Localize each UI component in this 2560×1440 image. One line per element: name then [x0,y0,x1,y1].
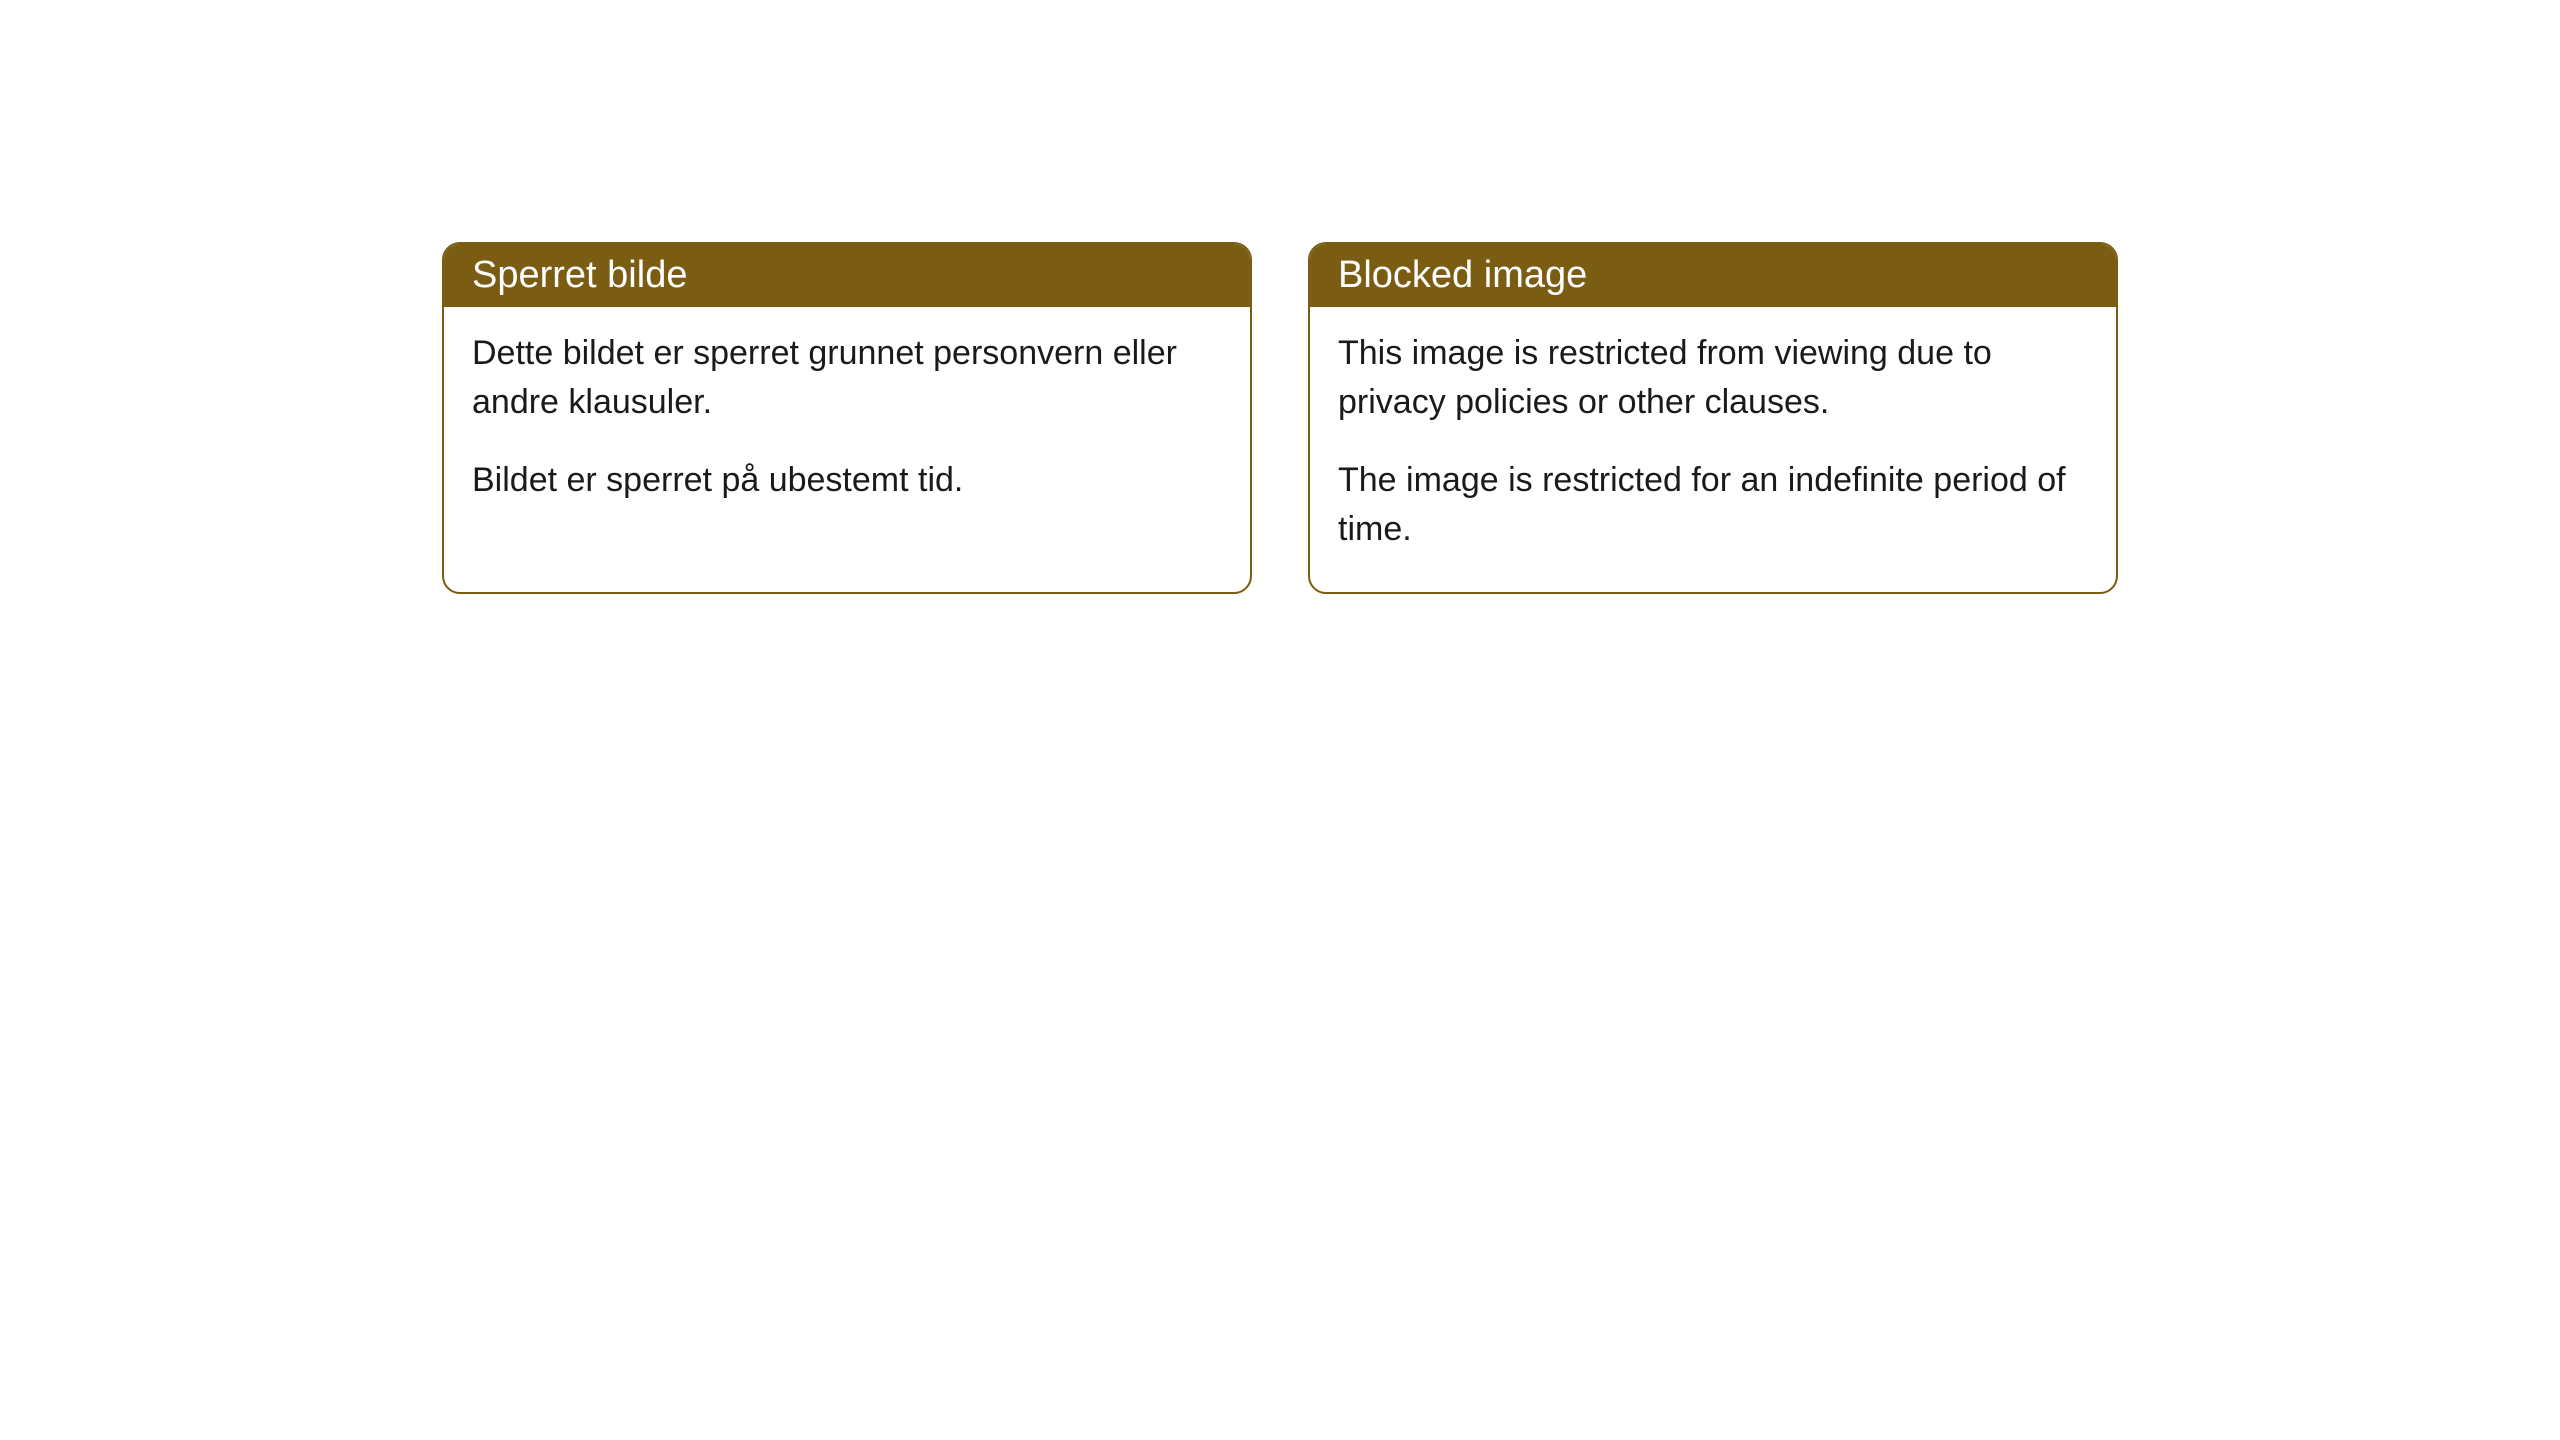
notice-paragraph: Bildet er sperret på ubestemt tid. [472,456,1222,505]
notice-paragraph: The image is restricted for an indefinit… [1338,456,2088,555]
notice-card-norwegian: Sperret bilde Dette bildet er sperret gr… [442,242,1252,594]
notice-body-english: This image is restricted from viewing du… [1310,307,2116,592]
notice-header-english: Blocked image [1310,244,2116,307]
notice-paragraph: This image is restricted from viewing du… [1338,329,2088,428]
notice-header-norwegian: Sperret bilde [444,244,1250,307]
notice-body-norwegian: Dette bildet er sperret grunnet personve… [444,307,1250,543]
notice-container: Sperret bilde Dette bildet er sperret gr… [0,242,2560,594]
notice-card-english: Blocked image This image is restricted f… [1308,242,2118,594]
notice-title: Sperret bilde [472,254,687,296]
notice-title: Blocked image [1338,254,1587,296]
notice-paragraph: Dette bildet er sperret grunnet personve… [472,329,1222,428]
